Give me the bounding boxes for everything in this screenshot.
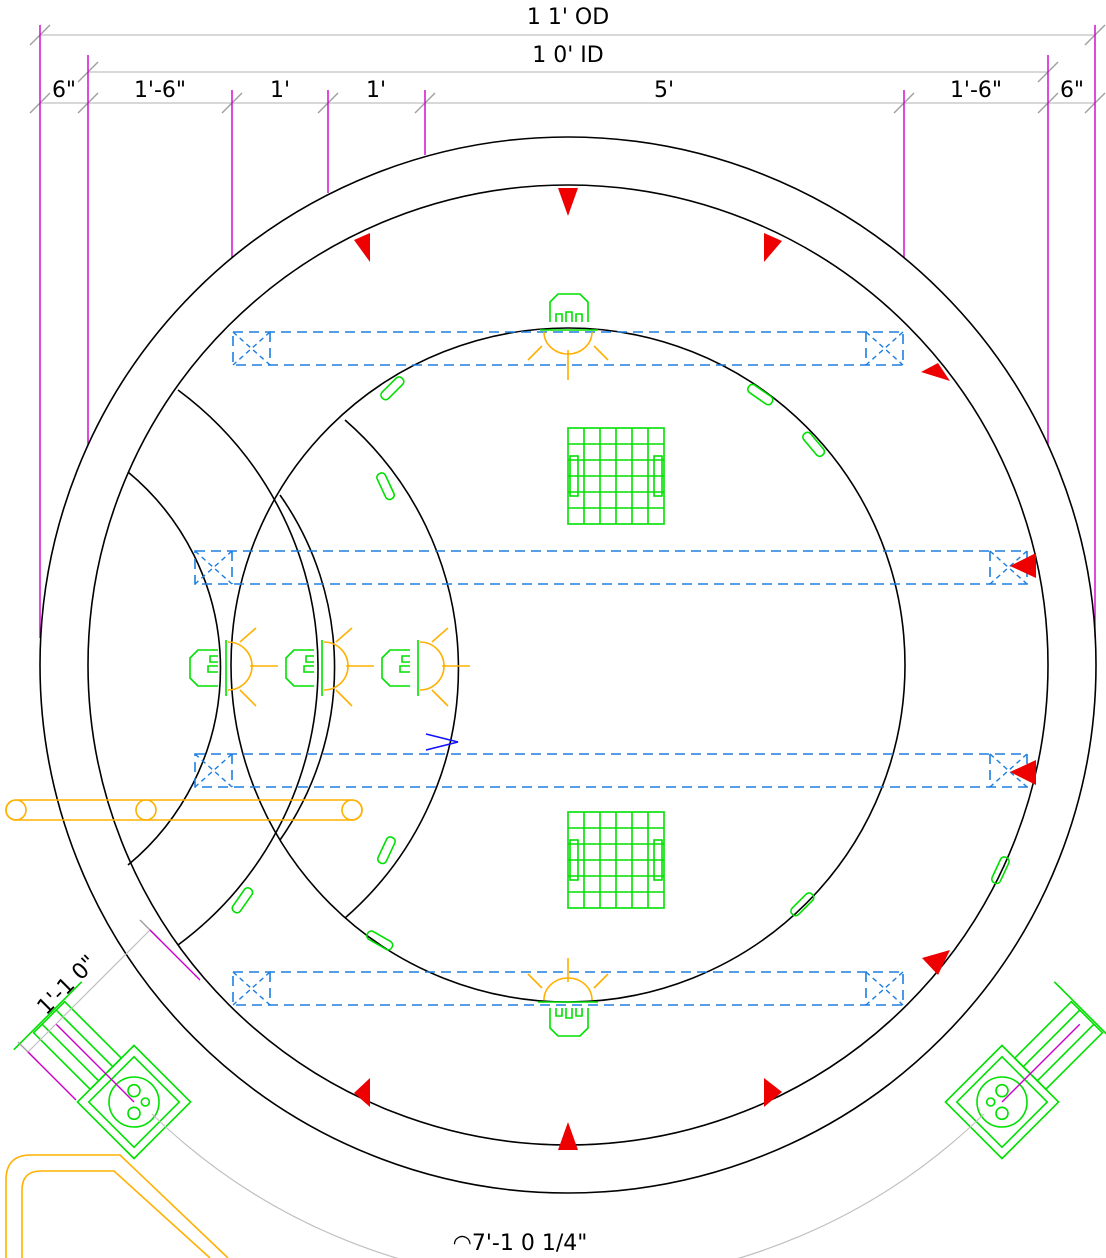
outer-wall-od: [39, 136, 1097, 1194]
segment-label-5: 5': [654, 78, 674, 103]
bench-arc-outer: [177, 389, 319, 946]
segment-label-1: 6": [52, 78, 76, 103]
handrail: [5, 799, 363, 821]
structural-beams: [194, 331, 1028, 1006]
skimmer-icon: [13, 981, 192, 1160]
floor-drain-grate-icon: [567, 811, 665, 909]
step-arc-1: [279, 494, 336, 841]
floor-drain-grate-icon: [567, 427, 665, 525]
step-arc-2: [344, 419, 460, 919]
dimension-lines: [29, 24, 1106, 114]
segment-label-2: 1'-6": [134, 78, 186, 103]
pool-walls: [39, 136, 1097, 1194]
return-fitting-icon: [231, 376, 1010, 951]
od-label: 1 1' OD: [527, 5, 609, 30]
clearance-label: 1'-1 0": [33, 951, 102, 1020]
wall-light-icon: [285, 627, 374, 707]
segment-label-4: 1': [366, 78, 386, 103]
inner-wall-id: [87, 184, 1049, 1146]
segment-label-7: 6": [1060, 78, 1084, 103]
clearance-dimension: 1'-1 0": [17, 919, 201, 1101]
deck-edge: [5, 1154, 229, 1258]
flow-direction-arrow-icon: [425, 733, 459, 751]
id-label: 1 0' ID: [532, 43, 603, 68]
arc-dimension-line: [151, 1113, 985, 1258]
segment-label-3: 1': [270, 78, 290, 103]
wall-light-icon: [381, 627, 470, 707]
wall-light-icon: [527, 958, 609, 1037]
dimension-labels: 1 1' OD 1 0' ID 6" 1'-6" 1' 1' 5' 1'-6" …: [52, 5, 1084, 103]
skimmer-icon: [944, 981, 1106, 1160]
wall-light-icon: [527, 293, 609, 380]
red-anchor-marker-icon: [354, 188, 1036, 1150]
arc-length-label: ◠7'-1 0 1/4": [453, 1231, 588, 1256]
segment-label-6: 1'-6": [950, 78, 1002, 103]
wall-light-icon: [189, 627, 278, 707]
extension-lines: [39, 25, 1096, 638]
bench-arc-mid: [127, 471, 222, 866]
beam-2: [194, 550, 1028, 585]
